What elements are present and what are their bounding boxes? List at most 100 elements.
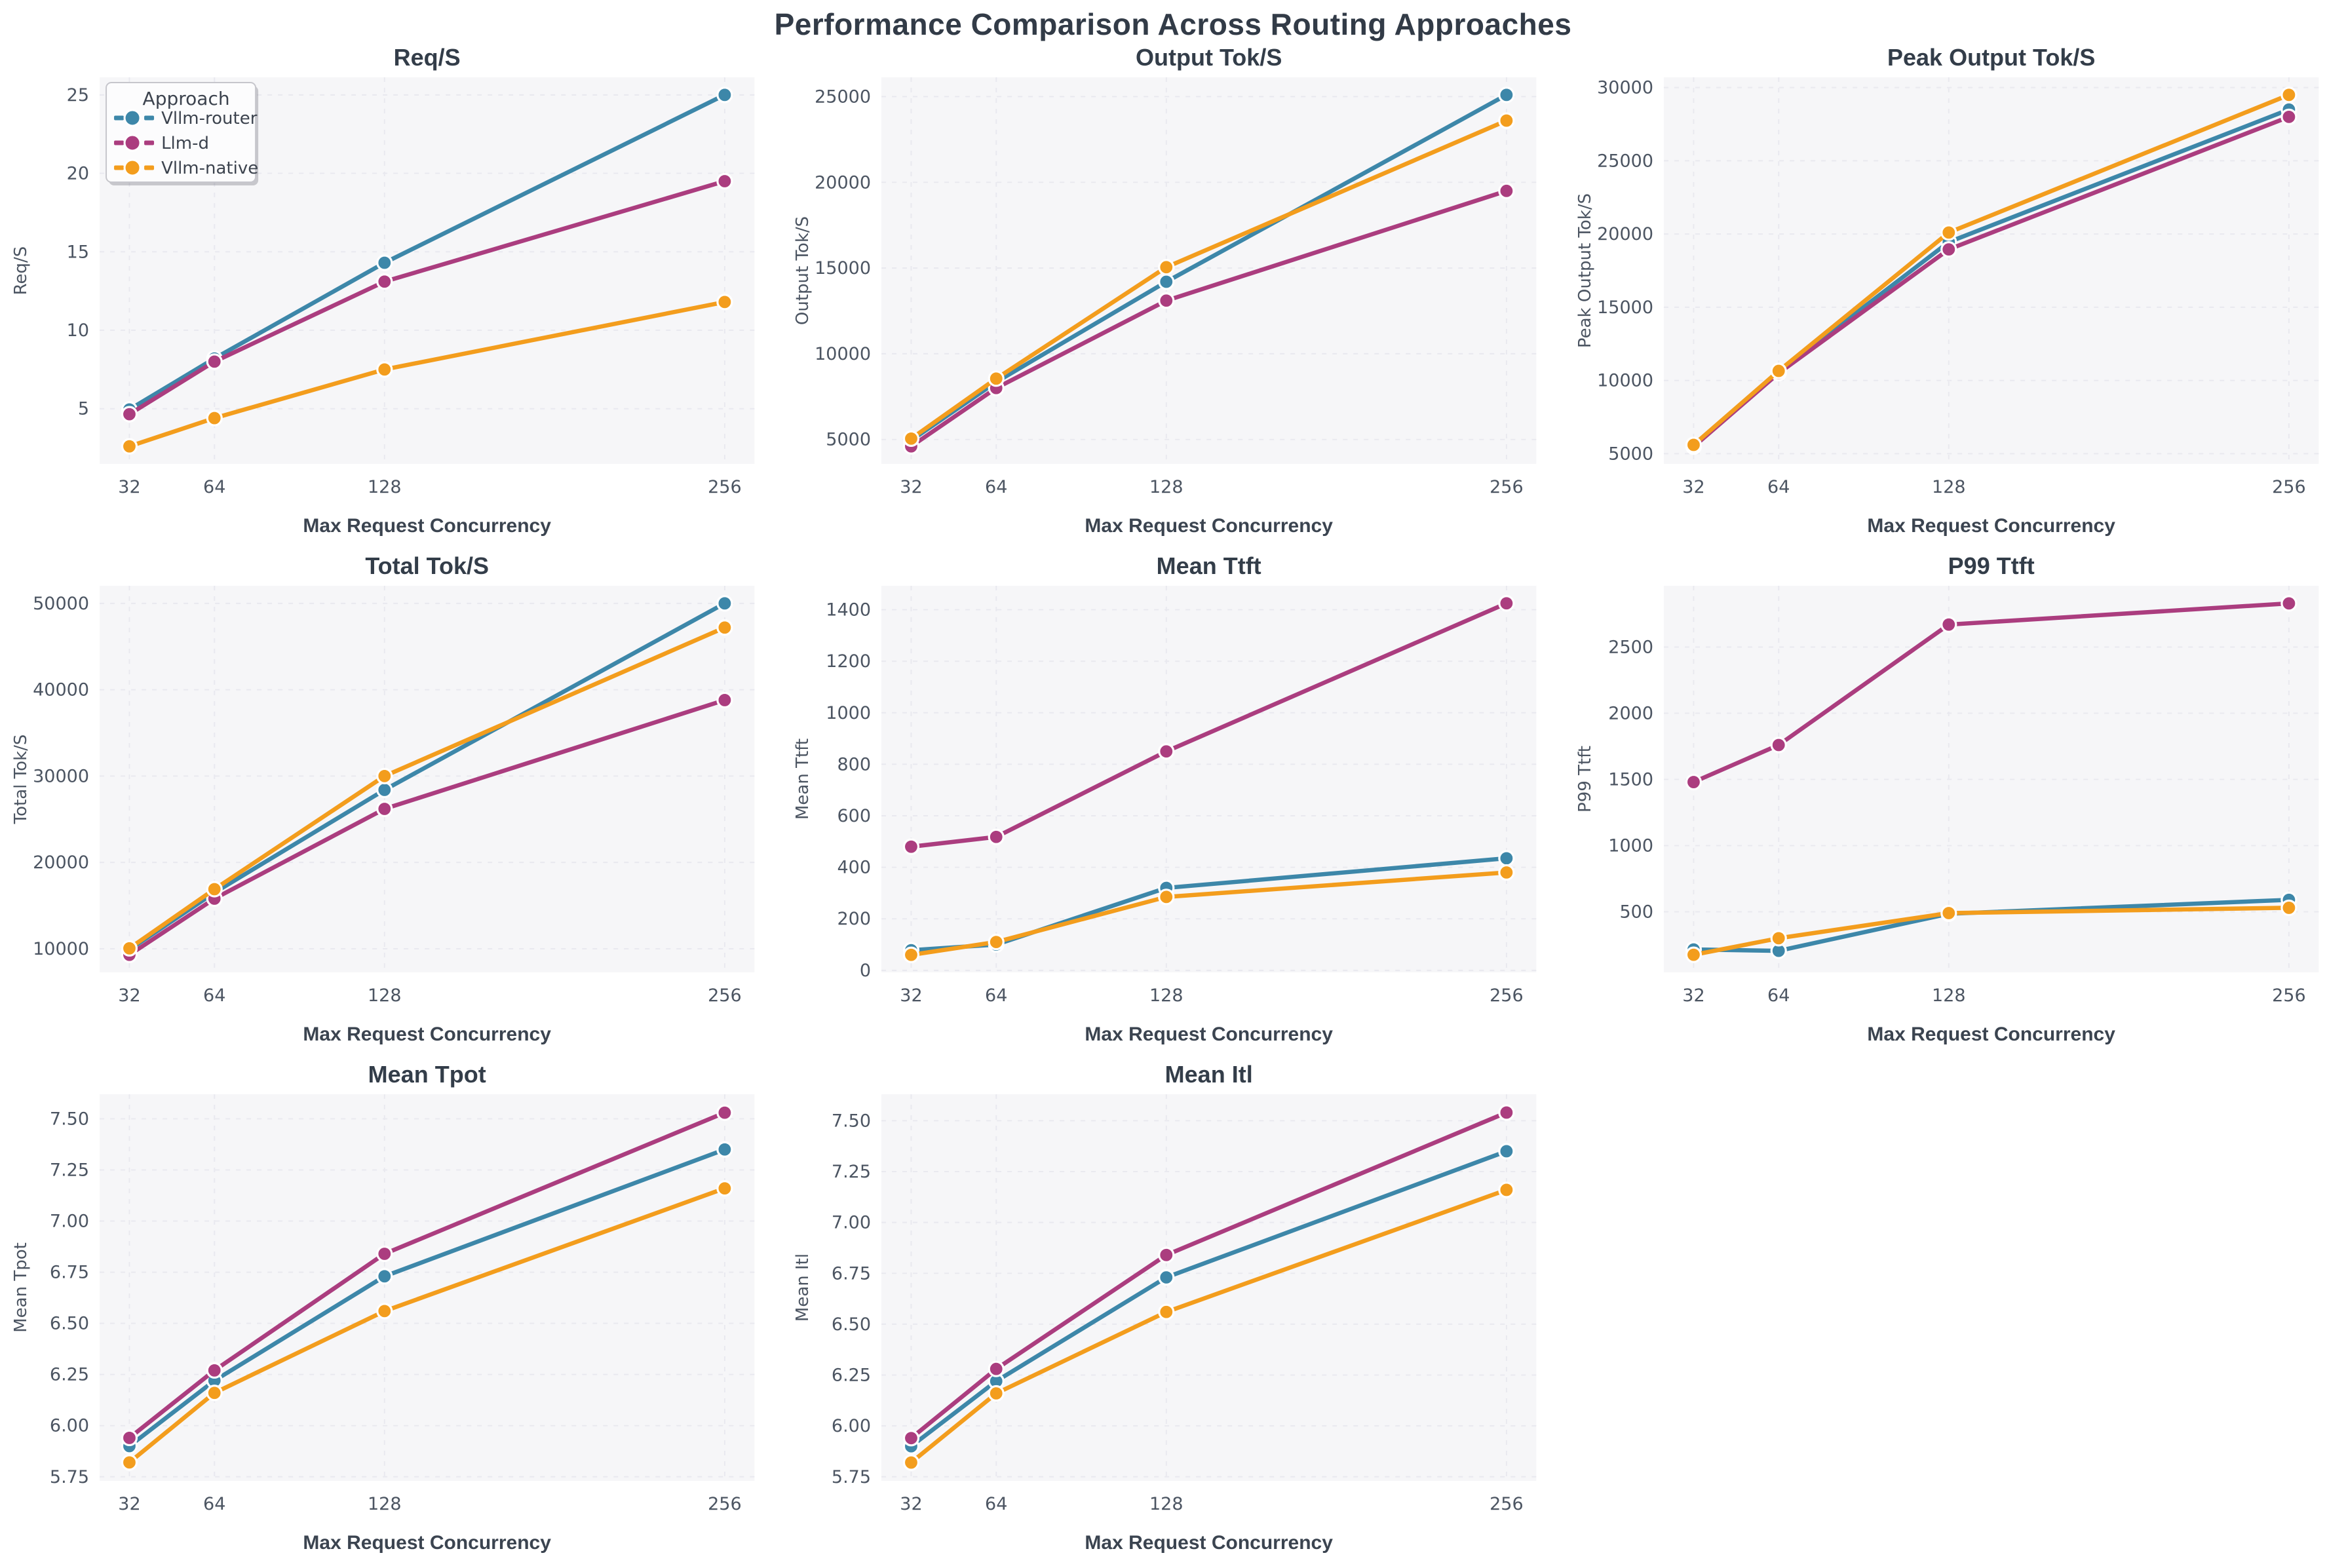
series-line-vllm-native xyxy=(1691,906,2291,957)
series-line-vllm-native xyxy=(909,118,1509,441)
data-point-vllm-native xyxy=(716,294,733,311)
y-tick-label: 6.00 xyxy=(832,1416,871,1436)
y-tick-label: 5.75 xyxy=(832,1467,871,1487)
x-tick-label: 32 xyxy=(118,1494,140,1514)
y-tick-label: 25000 xyxy=(815,86,871,107)
y-tick-label: 10000 xyxy=(33,939,89,959)
data-point-vllm-native xyxy=(1940,904,1957,922)
legend-item-label: Vllm-router xyxy=(161,109,258,128)
y-tick-label: 1500 xyxy=(1608,770,1653,790)
y-tick-label: 10 xyxy=(67,320,89,341)
empty-cell xyxy=(1564,1059,2346,1567)
chart-mean-itl: Mean Itl Max Request Concurrency Mean Itl 3… xyxy=(793,1061,1537,1554)
data-point-vllm-native xyxy=(1940,224,1957,241)
plot-area xyxy=(100,586,755,972)
data-point-vllm-router xyxy=(716,86,733,104)
y-tick-label: 30000 xyxy=(33,766,89,786)
x-tick-label: 256 xyxy=(1490,985,1524,1006)
y-tick-label: 0 xyxy=(860,961,871,981)
x-tick-label: 256 xyxy=(708,477,742,497)
y-tick-label: 2500 xyxy=(1608,638,1653,658)
subplot-title: Req/S xyxy=(394,44,461,71)
data-point-vllm-native xyxy=(1770,362,1787,379)
data-point-vllm-router xyxy=(1498,850,1515,867)
y-tick-label: 6.75 xyxy=(50,1263,89,1283)
y-tick-label: 2000 xyxy=(1608,704,1653,724)
data-point-llm-d xyxy=(121,406,138,423)
legend-dash-icon xyxy=(144,140,155,145)
data-point-llm-d xyxy=(903,838,920,855)
legend-box xyxy=(106,82,257,183)
legend-item-label: Vllm-native xyxy=(161,159,258,178)
x-tick-label: 32 xyxy=(1682,985,1704,1006)
data-point-vllm-native xyxy=(1685,436,1702,453)
subplot-mean-itl: Mean Itl Max Request Concurrency Mean Itl 3… xyxy=(782,1059,1564,1567)
subplot-mean-ttft: Mean Ttft Max Request Concurrency Mean Ttf… xyxy=(782,550,1564,1059)
chart-output-tok-s: Output Tok/S Max Request Concurrency Outpu… xyxy=(793,44,1537,537)
data-point-vllm-native xyxy=(1770,930,1787,947)
data-point-vllm-native xyxy=(206,881,223,898)
legend-circle-icon xyxy=(123,134,142,152)
legend-item: Vllm-native xyxy=(114,159,258,178)
data-point-vllm-native xyxy=(988,934,1005,951)
series-line-llm-d xyxy=(909,601,1509,849)
data-point-llm-d xyxy=(1158,292,1175,309)
data-point-vllm-native xyxy=(988,1385,1005,1402)
data-point-llm-d xyxy=(1498,595,1515,612)
y-tick-label: 25000 xyxy=(1597,151,1653,171)
x-tick-label: 256 xyxy=(708,1494,742,1514)
data-point-vllm-native xyxy=(903,1454,920,1471)
data-point-vllm-native xyxy=(716,1179,733,1197)
chart-peak-output-tok-s: Peak Output Tok/S Max Request Concurrency… xyxy=(1575,44,2318,537)
data-point-vllm-native xyxy=(1685,946,1702,963)
chart-p99-ttft: P99 Ttft Max Request Concurrency P99 Ttft 3… xyxy=(1575,552,2318,1045)
x-tick-label: 256 xyxy=(2272,477,2306,497)
data-point-llm-d xyxy=(903,1430,920,1447)
data-point-llm-d xyxy=(2280,595,2298,612)
y-tick-label: 50000 xyxy=(33,594,89,614)
legend-item-label: Llm-d xyxy=(161,134,209,153)
series-line-llm-d xyxy=(127,179,727,417)
series-line-vllm-router xyxy=(127,92,727,412)
x-tick-label: 128 xyxy=(368,1494,402,1514)
data-point-vllm-router xyxy=(376,254,393,271)
series-line-vllm-router xyxy=(127,1147,727,1449)
y-tick-label: 1200 xyxy=(826,651,872,672)
x-tick-label: 128 xyxy=(1149,1494,1183,1514)
series-line-vllm-native xyxy=(1691,92,2291,448)
legend-circle-icon xyxy=(123,159,142,177)
series-line-llm-d xyxy=(127,698,727,957)
data-point-vllm-native xyxy=(2280,899,2298,917)
y-tick-label: 40000 xyxy=(33,680,89,700)
legend-title: Approach xyxy=(143,88,230,109)
series-line-vllm-native xyxy=(127,299,727,449)
data-point-llm-d xyxy=(206,353,223,370)
data-point-llm-d xyxy=(1770,736,1787,754)
x-tick-label: 64 xyxy=(1767,477,1790,497)
data-point-vllm-native xyxy=(988,370,1005,387)
data-point-llm-d xyxy=(988,828,1005,845)
y-tick-label: 7.50 xyxy=(50,1109,89,1129)
y-tick-label: 400 xyxy=(837,858,872,878)
data-point-vllm-router xyxy=(1158,1269,1175,1286)
data-point-vllm-native xyxy=(206,410,223,427)
data-point-vllm-native xyxy=(1498,864,1515,881)
legend-item: Llm-d xyxy=(114,134,209,153)
data-point-llm-d xyxy=(1498,182,1515,199)
chart-mean-tpot: Mean Tpot Max Request Concurrency Mean Tpo… xyxy=(11,1061,755,1554)
data-point-vllm-native xyxy=(1158,889,1175,906)
legend-dash-icon xyxy=(114,165,125,170)
series-line-vllm-native xyxy=(909,870,1509,957)
y-tick-label: 15000 xyxy=(815,258,871,278)
x-tick-label: 128 xyxy=(1149,985,1183,1006)
data-point-llm-d xyxy=(376,800,393,818)
plot-area xyxy=(881,586,1537,972)
x-tick-label: 32 xyxy=(118,985,140,1006)
x-tick-label: 256 xyxy=(708,985,742,1006)
data-point-llm-d xyxy=(1158,1246,1175,1263)
data-point-vllm-router xyxy=(716,595,733,612)
data-point-vllm-router xyxy=(1498,86,1515,104)
series-line-vllm-router xyxy=(1691,898,2291,953)
